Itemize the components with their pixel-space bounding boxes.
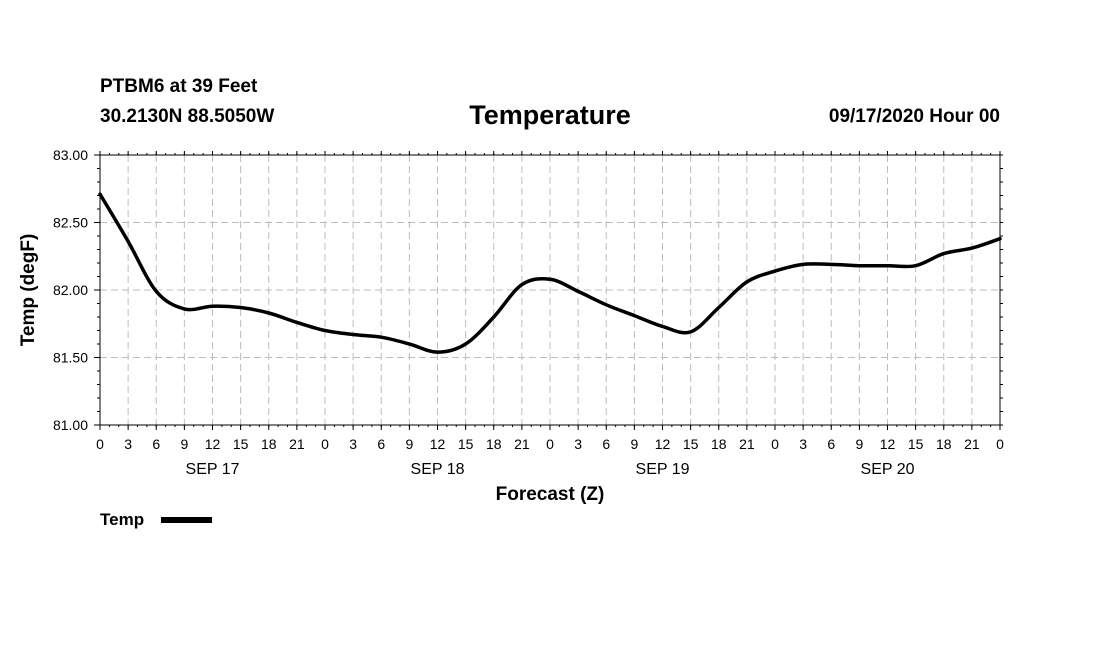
coordinates-label: 30.2130N 88.5050W [100, 106, 275, 127]
data-point [407, 342, 411, 346]
data-point [154, 289, 158, 293]
data-point [998, 237, 1002, 241]
x-tick-label: 15 [458, 436, 474, 452]
x-tick-label: 0 [546, 436, 554, 452]
data-point [351, 333, 355, 337]
x-tick-label: 9 [630, 436, 638, 452]
x-tick-label: 12 [205, 436, 221, 452]
data-point [182, 307, 186, 311]
y-tick-label: 81.50 [53, 350, 88, 366]
x-tick-label: 21 [739, 436, 755, 452]
day-label: SEP 18 [411, 461, 465, 478]
x-axis: 0 3 6 9 12 15 18 21 0 3 6 9 12 15 18 21 0 3 6 9 12 15 18 21 0 3 6 9… [96, 151, 1004, 478]
data-point [576, 289, 580, 293]
data-point [464, 342, 468, 346]
plot-frame [99, 154, 1001, 426]
data-point [604, 303, 608, 307]
data-point [239, 306, 243, 310]
data-point [632, 314, 636, 318]
data-point [295, 320, 299, 324]
data-point [717, 306, 721, 310]
data-point [689, 330, 693, 334]
x-axis-label: Forecast (Z) [496, 484, 605, 505]
day-label: SEP 17 [186, 461, 240, 478]
x-tick-label: 3 [799, 436, 807, 452]
x-tick-label: 18 [711, 436, 727, 452]
x-tick-label: 6 [827, 436, 835, 452]
chart-title: Temperature [469, 100, 631, 130]
x-tick-label: 12 [880, 436, 896, 452]
x-tick-label: 15 [908, 436, 924, 452]
data-point [520, 283, 524, 287]
data-point [857, 264, 861, 268]
x-tick-label: 6 [602, 436, 610, 452]
data-point [661, 324, 664, 328]
data-point [492, 315, 496, 319]
x-tick-label: 21 [964, 436, 980, 452]
data-point [829, 262, 833, 266]
y-tick-label: 81.00 [53, 417, 88, 433]
day-label: SEP 19 [636, 461, 690, 478]
data-point [970, 246, 974, 250]
data-point [745, 280, 749, 284]
x-tick-label: 15 [683, 436, 699, 452]
forecast-run-time: 09/17/2020 Hour 00 [828, 106, 1000, 127]
x-tick-label: 9 [855, 436, 863, 452]
x-tick-label: 21 [514, 436, 530, 452]
y-axis-label: Temp (degF) [18, 234, 39, 347]
x-tick-label: 0 [321, 436, 329, 452]
y-axis: 81.00 81.50 82.00 82.50 83.00 [53, 147, 100, 433]
x-tick-label: 9 [180, 436, 188, 452]
x-tick-label: 15 [233, 436, 249, 452]
day-label: SEP 20 [861, 461, 915, 478]
data-point [98, 192, 102, 196]
x-tick-label: 18 [936, 436, 952, 452]
x-tick-label: 3 [124, 436, 132, 452]
data-point [323, 329, 327, 332]
x-tick-label: 3 [574, 436, 582, 452]
legend: Temp [100, 510, 212, 529]
data-point [436, 350, 439, 354]
x-tick-label: 0 [771, 436, 779, 452]
x-tick-label: 0 [996, 436, 1004, 452]
data-point [126, 239, 130, 243]
legend-label: Temp [100, 510, 144, 529]
data-point [773, 269, 777, 273]
x-tick-label: 21 [289, 436, 305, 452]
data-point [267, 311, 271, 315]
data-point [379, 335, 383, 339]
x-tick-label: 3 [349, 436, 357, 452]
x-tick-label: 18 [486, 436, 502, 452]
x-tick-label: 6 [152, 436, 160, 452]
y-tick-label: 83.00 [53, 147, 88, 163]
x-tick-label: 18 [261, 436, 277, 452]
data-point [942, 252, 946, 256]
data-point [886, 264, 889, 268]
data-point [801, 262, 805, 266]
temp-series-line [98, 192, 1002, 354]
x-tick-label: 9 [405, 436, 413, 452]
station-label: PTBM6 at 39 Feet [100, 76, 258, 97]
x-tick-label: 0 [96, 436, 104, 452]
data-point [914, 264, 918, 268]
y-tick-label: 82.50 [53, 215, 88, 231]
data-point [211, 304, 214, 308]
data-point [548, 277, 552, 281]
grid-lines [100, 155, 1000, 425]
x-tick-label: 12 [430, 436, 446, 452]
y-tick-label: 82.00 [53, 282, 88, 298]
x-tick-label: 6 [377, 436, 385, 452]
x-tick-label: 12 [655, 436, 671, 452]
series-points [98, 192, 1002, 354]
